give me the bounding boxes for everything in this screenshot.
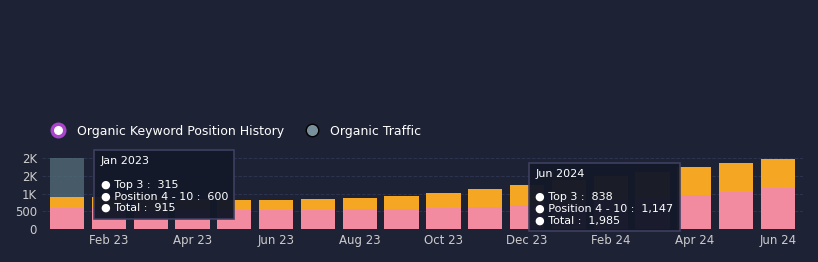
Bar xyxy=(259,210,294,229)
Bar xyxy=(719,162,753,192)
Bar xyxy=(50,158,84,229)
Bar xyxy=(636,198,670,229)
Bar xyxy=(384,209,419,229)
Bar xyxy=(719,192,753,229)
Bar xyxy=(175,209,209,229)
Bar xyxy=(175,199,209,209)
Bar xyxy=(468,189,502,207)
Bar xyxy=(551,203,586,229)
Bar xyxy=(218,200,251,210)
Bar xyxy=(677,167,712,195)
Bar xyxy=(761,159,795,188)
Bar xyxy=(218,210,251,229)
Bar xyxy=(594,176,627,200)
Bar xyxy=(50,208,84,229)
Bar xyxy=(301,199,335,210)
Bar xyxy=(468,207,502,229)
Bar xyxy=(259,200,294,210)
Bar xyxy=(92,208,126,229)
Bar xyxy=(636,172,670,198)
Bar xyxy=(551,180,586,203)
Bar xyxy=(677,195,712,229)
Bar xyxy=(133,198,168,209)
Bar xyxy=(426,193,461,208)
Bar xyxy=(594,200,627,229)
Bar xyxy=(343,210,377,229)
Bar xyxy=(761,188,795,229)
Bar xyxy=(133,209,168,229)
Bar xyxy=(301,210,335,229)
Bar xyxy=(384,196,419,209)
Text: Jun 2024

● Top 3 :  838
● Position 4 - 10 :  1,147
● Total :  1,985: Jun 2024 ● Top 3 : 838 ● Position 4 - 10… xyxy=(536,169,673,225)
Legend: Organic Keyword Position History, Organic Traffic: Organic Keyword Position History, Organi… xyxy=(41,119,426,143)
Bar xyxy=(92,197,126,208)
Bar xyxy=(343,198,377,210)
Bar xyxy=(510,205,544,229)
Bar xyxy=(426,208,461,229)
Text: Jan 2023

● Top 3 :  315
● Position 4 - 10 :  600
● Total :  915: Jan 2023 ● Top 3 : 315 ● Position 4 - 10… xyxy=(101,156,228,213)
Bar xyxy=(50,197,84,208)
Bar xyxy=(510,185,544,205)
